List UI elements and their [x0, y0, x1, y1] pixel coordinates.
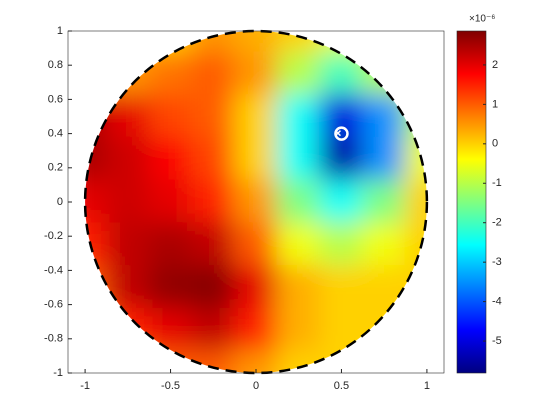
- field-cell: [148, 94, 193, 139]
- field-cell: [276, 307, 322, 353]
- field-cell: [233, 136, 279, 182]
- field-cell: [85, 307, 108, 353]
- y-tick-label: 0: [57, 196, 63, 208]
- field-cell: [105, 179, 151, 225]
- colorbar-tick-label: -5: [492, 335, 502, 347]
- field-cell: [190, 94, 236, 139]
- field-cell: [404, 94, 427, 139]
- y-tick-label: 0.8: [48, 59, 63, 71]
- y-tick-label: 0.4: [48, 128, 63, 140]
- field-cell: [105, 307, 151, 353]
- field-cell: [319, 222, 364, 268]
- field-cell: [148, 51, 193, 97]
- field-cell: [105, 222, 151, 268]
- field-cell: [361, 179, 407, 225]
- field-cell: [404, 51, 427, 97]
- y-tick-label: 0.2: [48, 162, 63, 174]
- field-cell: [404, 179, 427, 225]
- field-cell: [85, 265, 108, 310]
- field-cell: [190, 179, 236, 225]
- colorbar-tick-label: 1: [492, 98, 498, 110]
- field-cell: [190, 222, 236, 268]
- field-cell: [319, 136, 364, 182]
- field-cell: [404, 307, 427, 353]
- colorbar-tick-label: -3: [492, 256, 502, 268]
- y-tick-label: -0.4: [44, 264, 63, 276]
- marker-cross: [334, 130, 341, 137]
- field-cell: [276, 222, 322, 268]
- field-cell: [361, 265, 407, 310]
- field-cell: [148, 179, 193, 225]
- field-cell: [148, 265, 193, 310]
- x-tick-label: -1: [80, 380, 90, 392]
- field-cell: [85, 94, 108, 139]
- field-cell: [190, 51, 236, 97]
- field-cell: [233, 31, 279, 54]
- colorbar-tick-label: 0: [492, 138, 498, 150]
- colorbar: [456, 30, 487, 374]
- field-cell: [361, 94, 407, 139]
- y-tick-label: -0.6: [44, 299, 63, 311]
- field-cell: [190, 265, 236, 310]
- field-cell: [85, 51, 108, 97]
- field-cell: [148, 307, 193, 353]
- colorbar-tick-label: -4: [492, 296, 502, 308]
- y-tick-label: -1: [53, 367, 63, 379]
- field-cell: [276, 265, 322, 310]
- y-tick-label: 0.6: [48, 93, 63, 105]
- field-cell: [233, 265, 279, 310]
- field-cell: [319, 51, 364, 97]
- field-cell: [105, 265, 151, 310]
- field-cell: [233, 51, 279, 97]
- field-cell: [404, 222, 427, 268]
- colorbar-tick-label: -2: [492, 217, 502, 229]
- field-cell: [233, 307, 279, 353]
- y-tick-label: -0.2: [44, 230, 63, 242]
- field-cell: [361, 136, 407, 182]
- field-cell: [85, 136, 108, 182]
- x-tick-label: 0: [253, 380, 259, 392]
- field-cell: [105, 94, 151, 139]
- field-cell: [319, 179, 364, 225]
- y-tick-label: 1: [57, 25, 63, 37]
- field-cell: [319, 94, 364, 139]
- field-cell: [85, 179, 108, 225]
- field-cell: [233, 94, 279, 139]
- x-tick-label: 1: [424, 380, 430, 392]
- field-cell: [190, 307, 236, 353]
- field-cell: [233, 350, 279, 373]
- x-tick-label: 0.5: [334, 380, 349, 392]
- colorbar-exponent: ×10⁻⁶: [469, 14, 495, 25]
- field-cell: [276, 136, 322, 182]
- y-tick-label: -0.8: [44, 333, 63, 345]
- field-cell: [105, 51, 151, 97]
- field-cell: [319, 307, 364, 353]
- boundary-circle: [83, 29, 429, 375]
- field-cell: [233, 179, 279, 225]
- field-cell: [148, 136, 193, 182]
- marker: [334, 126, 349, 141]
- field-cell: [148, 222, 193, 268]
- field-cell: [105, 136, 151, 182]
- x-tick-label: -0.5: [161, 380, 180, 392]
- colorbar-tick-label: 2: [492, 59, 498, 71]
- field-cell: [319, 265, 364, 310]
- field-cell: [233, 222, 279, 268]
- field-cell: [361, 222, 407, 268]
- field-cell: [190, 136, 236, 182]
- field-cell: [85, 222, 108, 268]
- field-cell: [276, 51, 322, 97]
- field-cell: [404, 136, 427, 182]
- colorbar-tick-label: -1: [492, 177, 502, 189]
- field-cell: [276, 94, 322, 139]
- field-cell: [276, 179, 322, 225]
